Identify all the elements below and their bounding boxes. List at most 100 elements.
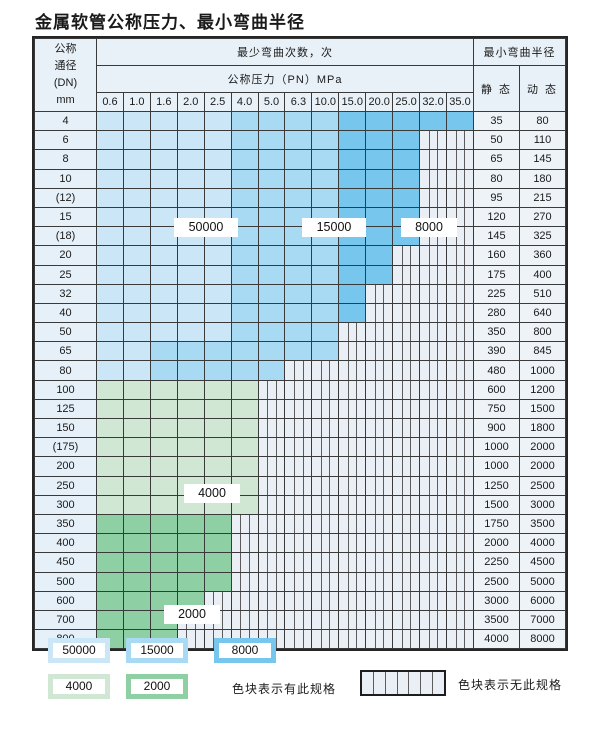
legend-swatch-label: 15000: [131, 643, 183, 658]
page-title: 金属软管公称压力、最小弯曲半径: [35, 13, 305, 33]
spec-cell-available: [96, 417, 124, 439]
spec-cell-unavailable: [392, 552, 421, 573]
dn-header-cell: 公称 通径 (DN) mm: [34, 38, 97, 112]
dynamic-radius-cell: 4000: [519, 533, 566, 554]
spec-cell-available: [230, 130, 259, 151]
dynamic-radius-cell: 1000: [519, 360, 566, 381]
legend-available-note: 色块表示有此规格: [232, 682, 337, 696]
spec-cell-available: [230, 168, 259, 189]
dn-value-cell: 20: [34, 245, 97, 266]
spec-cell-available: [338, 283, 367, 304]
dynamic-radius-cell: 360: [519, 245, 566, 266]
spec-cell-unavailable: [338, 341, 367, 362]
spec-cell-available: [122, 283, 151, 304]
bend-cycle-tag: 15000: [302, 218, 366, 237]
static-radius-cell: 120: [473, 206, 520, 228]
spec-cell-unavailable: [257, 417, 286, 439]
dynamic-radius-cell: 270: [519, 206, 566, 228]
spec-cell-available: [257, 226, 286, 247]
spec-cell-available: [203, 283, 232, 304]
table-row: 8 65 145: [34, 149, 566, 170]
spec-cell-unavailable: [445, 398, 475, 420]
spec-cell-unavailable: [230, 609, 259, 631]
spec-cell-unavailable: [338, 475, 367, 496]
spec-cell-unavailable: [257, 379, 286, 400]
spec-cell-unavailable: [311, 513, 340, 535]
spec-cell-unavailable: [445, 360, 475, 381]
static-radius-cell: 50: [473, 130, 520, 151]
spec-cell-available: [365, 149, 394, 170]
header-row-2: 公称压力（PN）MPa 静 态 动 态: [35, 65, 566, 112]
spec-cell-unavailable: [284, 494, 313, 515]
pressure-column-header: 15.0: [338, 92, 367, 112]
spec-cell-available: [311, 245, 340, 266]
legend-unavailable-swatch: [360, 670, 446, 696]
spec-cell-available: [230, 379, 259, 400]
spec-cell-available: [203, 322, 232, 343]
table-row: 10 80 180: [34, 168, 566, 189]
spec-cell-unavailable: [257, 437, 286, 458]
dn-value-cell: 80: [34, 360, 97, 381]
pressure-column-header: 25.0: [392, 92, 421, 112]
spec-cell-available: [419, 110, 447, 132]
dn-value-cell: 125: [34, 398, 97, 420]
spec-cell-available: [257, 187, 286, 208]
spec-cell-unavailable: [365, 513, 394, 535]
dynamic-radius-cell: 5000: [519, 571, 566, 592]
table-row: 65 390 845: [34, 341, 566, 362]
dn-value-cell: 32: [34, 283, 97, 304]
spec-cell-unavailable: [338, 609, 367, 631]
dynamic-radius-cell: 80: [519, 110, 566, 132]
spec-cell-available: [176, 360, 205, 381]
table-row: (18) 145 325: [34, 226, 566, 247]
spec-cell-unavailable: [365, 552, 394, 573]
dynamic-radius-cell: 3500: [519, 513, 566, 535]
spec-cell-available: [365, 206, 394, 228]
spec-cell-available: [122, 360, 151, 381]
spec-cell-unavailable: [230, 513, 259, 535]
spec-cell-available: [122, 571, 151, 592]
static-radius-cell: 3500: [473, 609, 520, 631]
spec-cell-available: [230, 245, 259, 266]
spec-cell-available: [176, 456, 205, 477]
spec-cell-available: [284, 130, 313, 151]
spec-cell-available: [311, 149, 340, 170]
spec-cell-unavailable: [338, 571, 367, 592]
spec-cell-available: [96, 283, 124, 304]
spec-cell-unavailable: [365, 437, 394, 458]
table-row: 350 1750 3500: [34, 513, 566, 535]
spec-cell-available: [311, 283, 340, 304]
pressure-column-header: 0.6: [96, 92, 124, 112]
header-row-1: 公称 通径 (DN) mm 最少弯曲次数，次 最小弯曲半径: [34, 38, 566, 112]
dn-value-cell: (12): [34, 187, 97, 208]
spec-cell-available: [203, 398, 232, 420]
spec-cell-available: [257, 302, 286, 324]
radius-header: 最小弯曲半径: [473, 38, 566, 66]
spec-cell-available: [257, 264, 286, 285]
spec-cell-available: [284, 187, 313, 208]
spec-cell-available: [230, 398, 259, 420]
dynamic-radius-cell: 1500: [519, 398, 566, 420]
spec-cell-available: [149, 494, 178, 515]
spec-cell-available: [257, 322, 286, 343]
spec-cell-unavailable: [419, 264, 447, 285]
spec-cell-available: [96, 245, 124, 266]
spec-cell-unavailable: [284, 417, 313, 439]
dn-value-cell: 65: [34, 341, 97, 362]
spec-cell-available: [96, 226, 124, 247]
spec-cell-unavailable: [392, 494, 421, 515]
dn-value-cell: (18): [34, 226, 97, 247]
spec-cell-unavailable: [311, 456, 340, 477]
spec-cell-unavailable: [284, 379, 313, 400]
spec-cell-unavailable: [284, 475, 313, 496]
spec-cell-available: [96, 206, 124, 228]
spec-cell-available: [230, 417, 259, 439]
radius-static-header: 静 态: [473, 65, 520, 112]
static-radius-cell: 390: [473, 341, 520, 362]
spec-cell-unavailable: [257, 456, 286, 477]
spec-cell-unavailable: [392, 456, 421, 477]
spec-cell-unavailable: [284, 629, 313, 650]
spec-cell-available: [392, 168, 421, 189]
spec-cell-unavailable: [338, 322, 367, 343]
spec-cell-unavailable: [338, 360, 367, 381]
